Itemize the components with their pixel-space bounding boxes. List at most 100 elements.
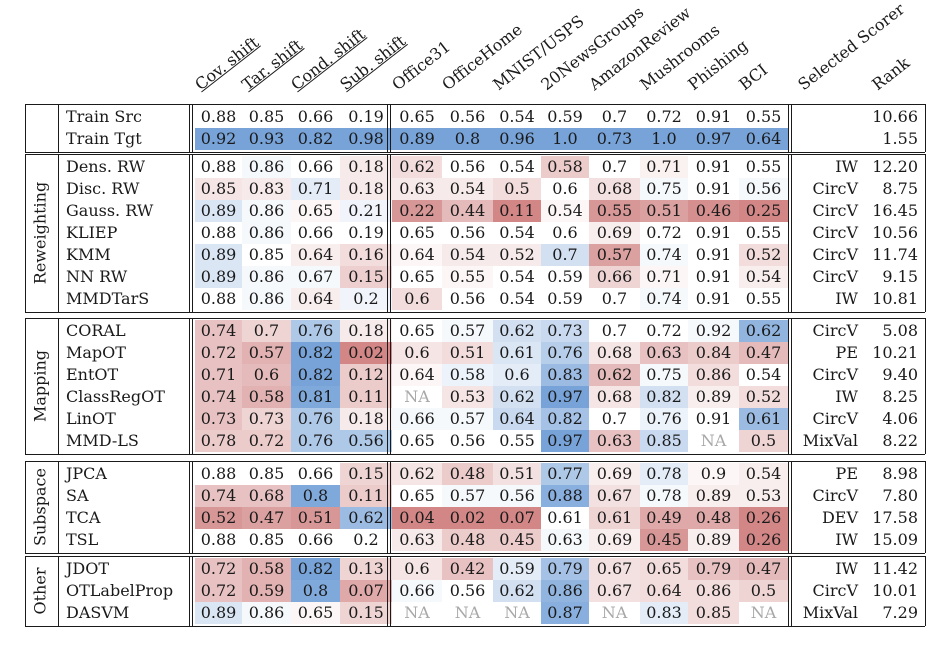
selected-scorer: MixVal bbox=[802, 431, 858, 450]
score-cell: 0.85 bbox=[248, 464, 285, 483]
score-cell: 0.71 bbox=[640, 266, 688, 288]
score-cell: 0.67 bbox=[291, 266, 340, 288]
score-cell: 0.65 bbox=[399, 223, 435, 242]
rank-value: 11.42 bbox=[872, 559, 918, 578]
selected-scorer: CircV bbox=[812, 223, 858, 242]
score-cell: 0.78 bbox=[640, 463, 688, 485]
score-cell: 0.8 bbox=[291, 580, 340, 602]
score-cell: 0.86 bbox=[242, 222, 291, 244]
score-cell: 0.88 bbox=[200, 107, 237, 126]
score-cell: 0.91 bbox=[695, 223, 732, 242]
rank-value: 15.09 bbox=[872, 530, 918, 549]
score-cell: 0.54 bbox=[442, 244, 493, 266]
score-cell: 0.6 bbox=[552, 179, 578, 198]
score-cell: 0.22 bbox=[392, 200, 442, 222]
score-cell: 0.88 bbox=[200, 289, 237, 308]
score-cell: 0.64 bbox=[291, 288, 340, 310]
score-cell: 0.51 bbox=[291, 507, 340, 529]
method-name: Gauss. RW bbox=[66, 201, 154, 220]
score-cell: 0.04 bbox=[392, 507, 442, 529]
column-rule bbox=[925, 556, 927, 626]
group-label-4: Other bbox=[30, 567, 50, 615]
score-cell: 0.92 bbox=[688, 320, 739, 342]
score-cell: 0.56 bbox=[449, 223, 486, 242]
score-cell: 0.07 bbox=[340, 580, 392, 602]
score-cell: 0.56 bbox=[449, 157, 486, 176]
score-cell: 0.58 bbox=[242, 386, 291, 408]
score-cell: NA bbox=[404, 387, 430, 406]
score-cell: 0.76 bbox=[541, 342, 589, 364]
score-cell: 0.65 bbox=[399, 486, 435, 505]
score-cell: 0.86 bbox=[242, 266, 291, 288]
score-cell: 0.59 bbox=[547, 267, 583, 286]
method-name: EntOT bbox=[66, 365, 119, 384]
score-cell: 0.96 bbox=[493, 128, 541, 150]
score-cell: 0.59 bbox=[242, 580, 291, 602]
method-name: KLIEP bbox=[66, 223, 118, 242]
method-name: NN RW bbox=[66, 267, 128, 286]
score-cell: 0.82 bbox=[640, 386, 688, 408]
score-cell: 0.54 bbox=[499, 107, 535, 126]
score-cell: 0.91 bbox=[695, 267, 732, 286]
method-name: TSL bbox=[66, 530, 99, 549]
score-cell: 0.47 bbox=[739, 558, 788, 580]
selected-scorer: IW bbox=[835, 387, 858, 406]
score-cell: 0.86 bbox=[242, 288, 291, 310]
rank-value: 8.22 bbox=[882, 431, 918, 450]
score-cell: 0.6 bbox=[392, 558, 442, 580]
column-rule bbox=[387, 104, 389, 152]
score-cell: 0.72 bbox=[195, 580, 242, 602]
score-cell: 0.9 bbox=[688, 463, 739, 485]
score-cell: 0.88 bbox=[200, 464, 237, 483]
score-cell: 0.75 bbox=[640, 178, 688, 200]
method-name: MMDTarS bbox=[66, 289, 150, 308]
selected-scorer bbox=[790, 128, 858, 150]
score-cell: 0.82 bbox=[291, 558, 340, 580]
method-name: JPCA bbox=[66, 464, 107, 483]
score-cell: 1.0 bbox=[640, 128, 688, 150]
score-cell: 0.89 bbox=[688, 529, 739, 551]
score-cell: 0.63 bbox=[541, 529, 589, 551]
score-cell: 0.63 bbox=[392, 529, 442, 551]
group-label-1: Reweighting bbox=[30, 181, 50, 285]
score-cell: 0.7 bbox=[601, 157, 628, 176]
column-rule bbox=[788, 318, 790, 454]
score-cell: 0.26 bbox=[739, 529, 788, 551]
score-cell: 0.7 bbox=[541, 244, 589, 266]
column-rule bbox=[189, 104, 191, 152]
rank-value: 9.15 bbox=[882, 267, 918, 286]
score-cell: 0.82 bbox=[541, 408, 589, 430]
score-cell: 0.44 bbox=[442, 200, 493, 222]
score-cell: 0.54 bbox=[499, 157, 535, 176]
score-cell: 0.72 bbox=[646, 321, 682, 340]
rank-value: 10.21 bbox=[872, 343, 918, 362]
column-rule bbox=[25, 154, 27, 312]
selected-scorer: DEV bbox=[821, 508, 858, 527]
score-cell: 0.74 bbox=[640, 244, 688, 266]
group-rule-bottom bbox=[25, 312, 925, 314]
column-rule bbox=[390, 556, 392, 626]
score-cell: 0.62 bbox=[340, 507, 392, 529]
score-cell: 0.45 bbox=[493, 529, 541, 551]
score-cell: 0.19 bbox=[348, 107, 384, 126]
score-cell: 0.55 bbox=[745, 223, 782, 242]
score-cell: 0.16 bbox=[340, 244, 392, 266]
column-rule bbox=[58, 318, 60, 454]
score-cell: 0.74 bbox=[195, 320, 242, 342]
score-cell: 0.57 bbox=[242, 342, 291, 364]
score-cell: 0.7 bbox=[601, 107, 628, 126]
score-cell: 0.8 bbox=[442, 128, 493, 150]
score-cell: 0.62 bbox=[739, 320, 788, 342]
score-cell: 0.74 bbox=[640, 288, 688, 310]
selected-scorer: IW bbox=[835, 289, 858, 308]
score-cell: 0.48 bbox=[442, 463, 493, 485]
score-cell: 0.56 bbox=[449, 581, 486, 600]
score-cell: 0.86 bbox=[541, 580, 589, 602]
score-cell: 0.76 bbox=[291, 430, 340, 452]
score-cell: 0.11 bbox=[340, 485, 392, 507]
score-cell: 0.51 bbox=[640, 200, 688, 222]
score-cell: 0.88 bbox=[200, 157, 237, 176]
score-cell: 0.47 bbox=[739, 342, 788, 364]
column-rule bbox=[192, 154, 194, 312]
score-cell: 0.79 bbox=[688, 558, 739, 580]
